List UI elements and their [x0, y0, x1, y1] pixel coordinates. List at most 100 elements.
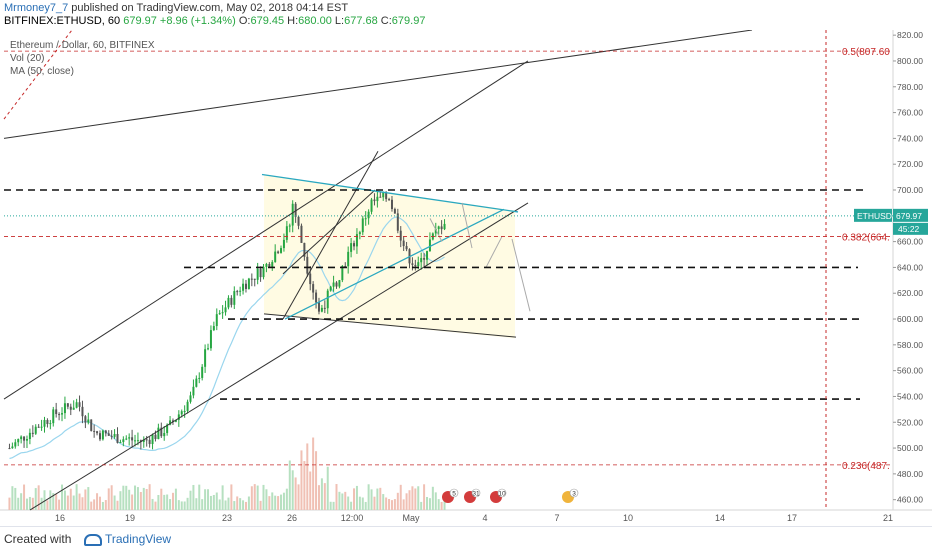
volume-bar	[443, 496, 446, 510]
candle-body	[230, 297, 233, 305]
volume-bar	[274, 495, 277, 510]
candle-body	[274, 251, 277, 263]
y-tick-label: 580.00	[897, 340, 923, 350]
chart-area[interactable]: 0.5(807.60 0.382(664. 0.236(487. 16 19 23 26 1…	[0, 29, 932, 526]
candle-body	[113, 434, 116, 437]
candle-body	[8, 448, 11, 450]
volume-bar	[423, 484, 426, 510]
event-count-circle	[471, 488, 481, 498]
candle-body	[58, 414, 61, 416]
author-link[interactable]: Mrmoney7_7	[4, 2, 69, 14]
volume-bar	[396, 492, 399, 510]
event-badge[interactable]: 5	[442, 488, 459, 503]
volume-bar	[297, 484, 300, 510]
candle-body	[90, 419, 93, 431]
volume-bar	[370, 489, 373, 510]
close-label: C:	[380, 15, 392, 27]
candle-body	[242, 283, 245, 291]
candle-body	[125, 438, 128, 440]
candle-body	[128, 437, 131, 439]
projection-arrow	[429, 218, 443, 242]
volume-bar	[37, 485, 40, 510]
candle-body	[332, 282, 335, 287]
candle-body	[256, 268, 259, 280]
volume-bar	[329, 501, 332, 510]
volume-bar	[180, 501, 183, 510]
volume-bar	[169, 499, 172, 510]
candle-body	[160, 427, 163, 437]
candle-body	[428, 239, 431, 252]
volume-bar	[411, 486, 414, 510]
volume-bar	[428, 498, 431, 510]
candle-body	[81, 406, 84, 417]
candle-body	[101, 430, 104, 440]
candle-body	[119, 442, 122, 444]
candle-body	[218, 313, 221, 315]
y-tick-label: 640.00	[897, 262, 923, 272]
candle-body	[396, 213, 399, 231]
legend-title: Ethereum / Dollar, 60, BITFINEX	[10, 40, 155, 51]
candle-body	[306, 256, 309, 274]
volume-bar	[148, 484, 151, 510]
countdown-tag-text: 45:22	[898, 224, 920, 234]
volume-bar	[201, 499, 204, 510]
candle-body	[148, 439, 151, 445]
y-tick-label: 660.00	[897, 237, 923, 247]
volume-bar	[195, 498, 198, 510]
volume-bar	[93, 499, 96, 510]
candle-body	[388, 199, 391, 201]
candle-body	[280, 248, 283, 253]
price-tag	[893, 208, 928, 222]
volume-bar	[350, 501, 353, 510]
candle-body	[399, 230, 402, 241]
candle-body	[37, 426, 40, 428]
candle-body	[376, 196, 379, 202]
symbol-label: BITFINEX:ETHUSD, 60	[4, 15, 121, 27]
candle-body	[204, 349, 207, 367]
volume-bar	[224, 500, 227, 510]
open-label: O:	[238, 15, 251, 27]
event-count: 3	[572, 491, 576, 498]
volume-bar	[303, 461, 306, 510]
trend-line	[3, 29, 753, 139]
candle-body	[390, 199, 393, 210]
volume-bar	[420, 501, 423, 510]
candle-body	[236, 291, 239, 293]
x-tick-label: 4	[482, 513, 487, 523]
y-tick-label: 760.00	[897, 108, 923, 118]
candle-body	[25, 439, 28, 441]
candle-body	[17, 439, 20, 443]
volume-bar	[69, 488, 72, 510]
volume-bar	[128, 489, 131, 510]
event-badge[interactable]: 10	[490, 488, 507, 503]
y-tick-label: 500.00	[897, 443, 923, 453]
volume-bar	[393, 499, 396, 510]
candle-body	[402, 240, 405, 247]
volume-bar	[183, 501, 186, 510]
event-badge[interactable]: 3	[562, 488, 579, 503]
price-chart[interactable]: 0.5(807.60 0.382(664. 0.236(487. 16 19 23 26 1…	[0, 29, 932, 526]
tradingview-logo[interactable]: TradingView	[84, 532, 171, 546]
volume-bar	[426, 496, 429, 510]
y-tick-label: 600.00	[897, 314, 923, 324]
candle-body	[312, 284, 315, 293]
x-tick-label: May	[402, 513, 420, 523]
y-tick-label: 460.00	[897, 495, 923, 505]
candle-body	[171, 420, 174, 422]
candle-body	[192, 386, 195, 396]
candle-body	[189, 395, 192, 402]
event-badge[interactable]: 31	[464, 488, 481, 503]
candle-body	[420, 258, 423, 263]
candle-body	[55, 409, 58, 415]
candle-body	[355, 234, 358, 247]
x-tick-label: 19	[125, 513, 135, 523]
y-tick-label: 700.00	[897, 185, 923, 195]
candle-body	[434, 229, 437, 234]
high-value: 680.00	[298, 15, 332, 27]
volume-bar	[239, 498, 242, 510]
candle-body	[411, 263, 414, 265]
candle-body	[414, 264, 417, 267]
volume-bar	[154, 501, 157, 510]
volume-bar	[107, 488, 110, 510]
last-price: 679.97	[123, 15, 157, 27]
